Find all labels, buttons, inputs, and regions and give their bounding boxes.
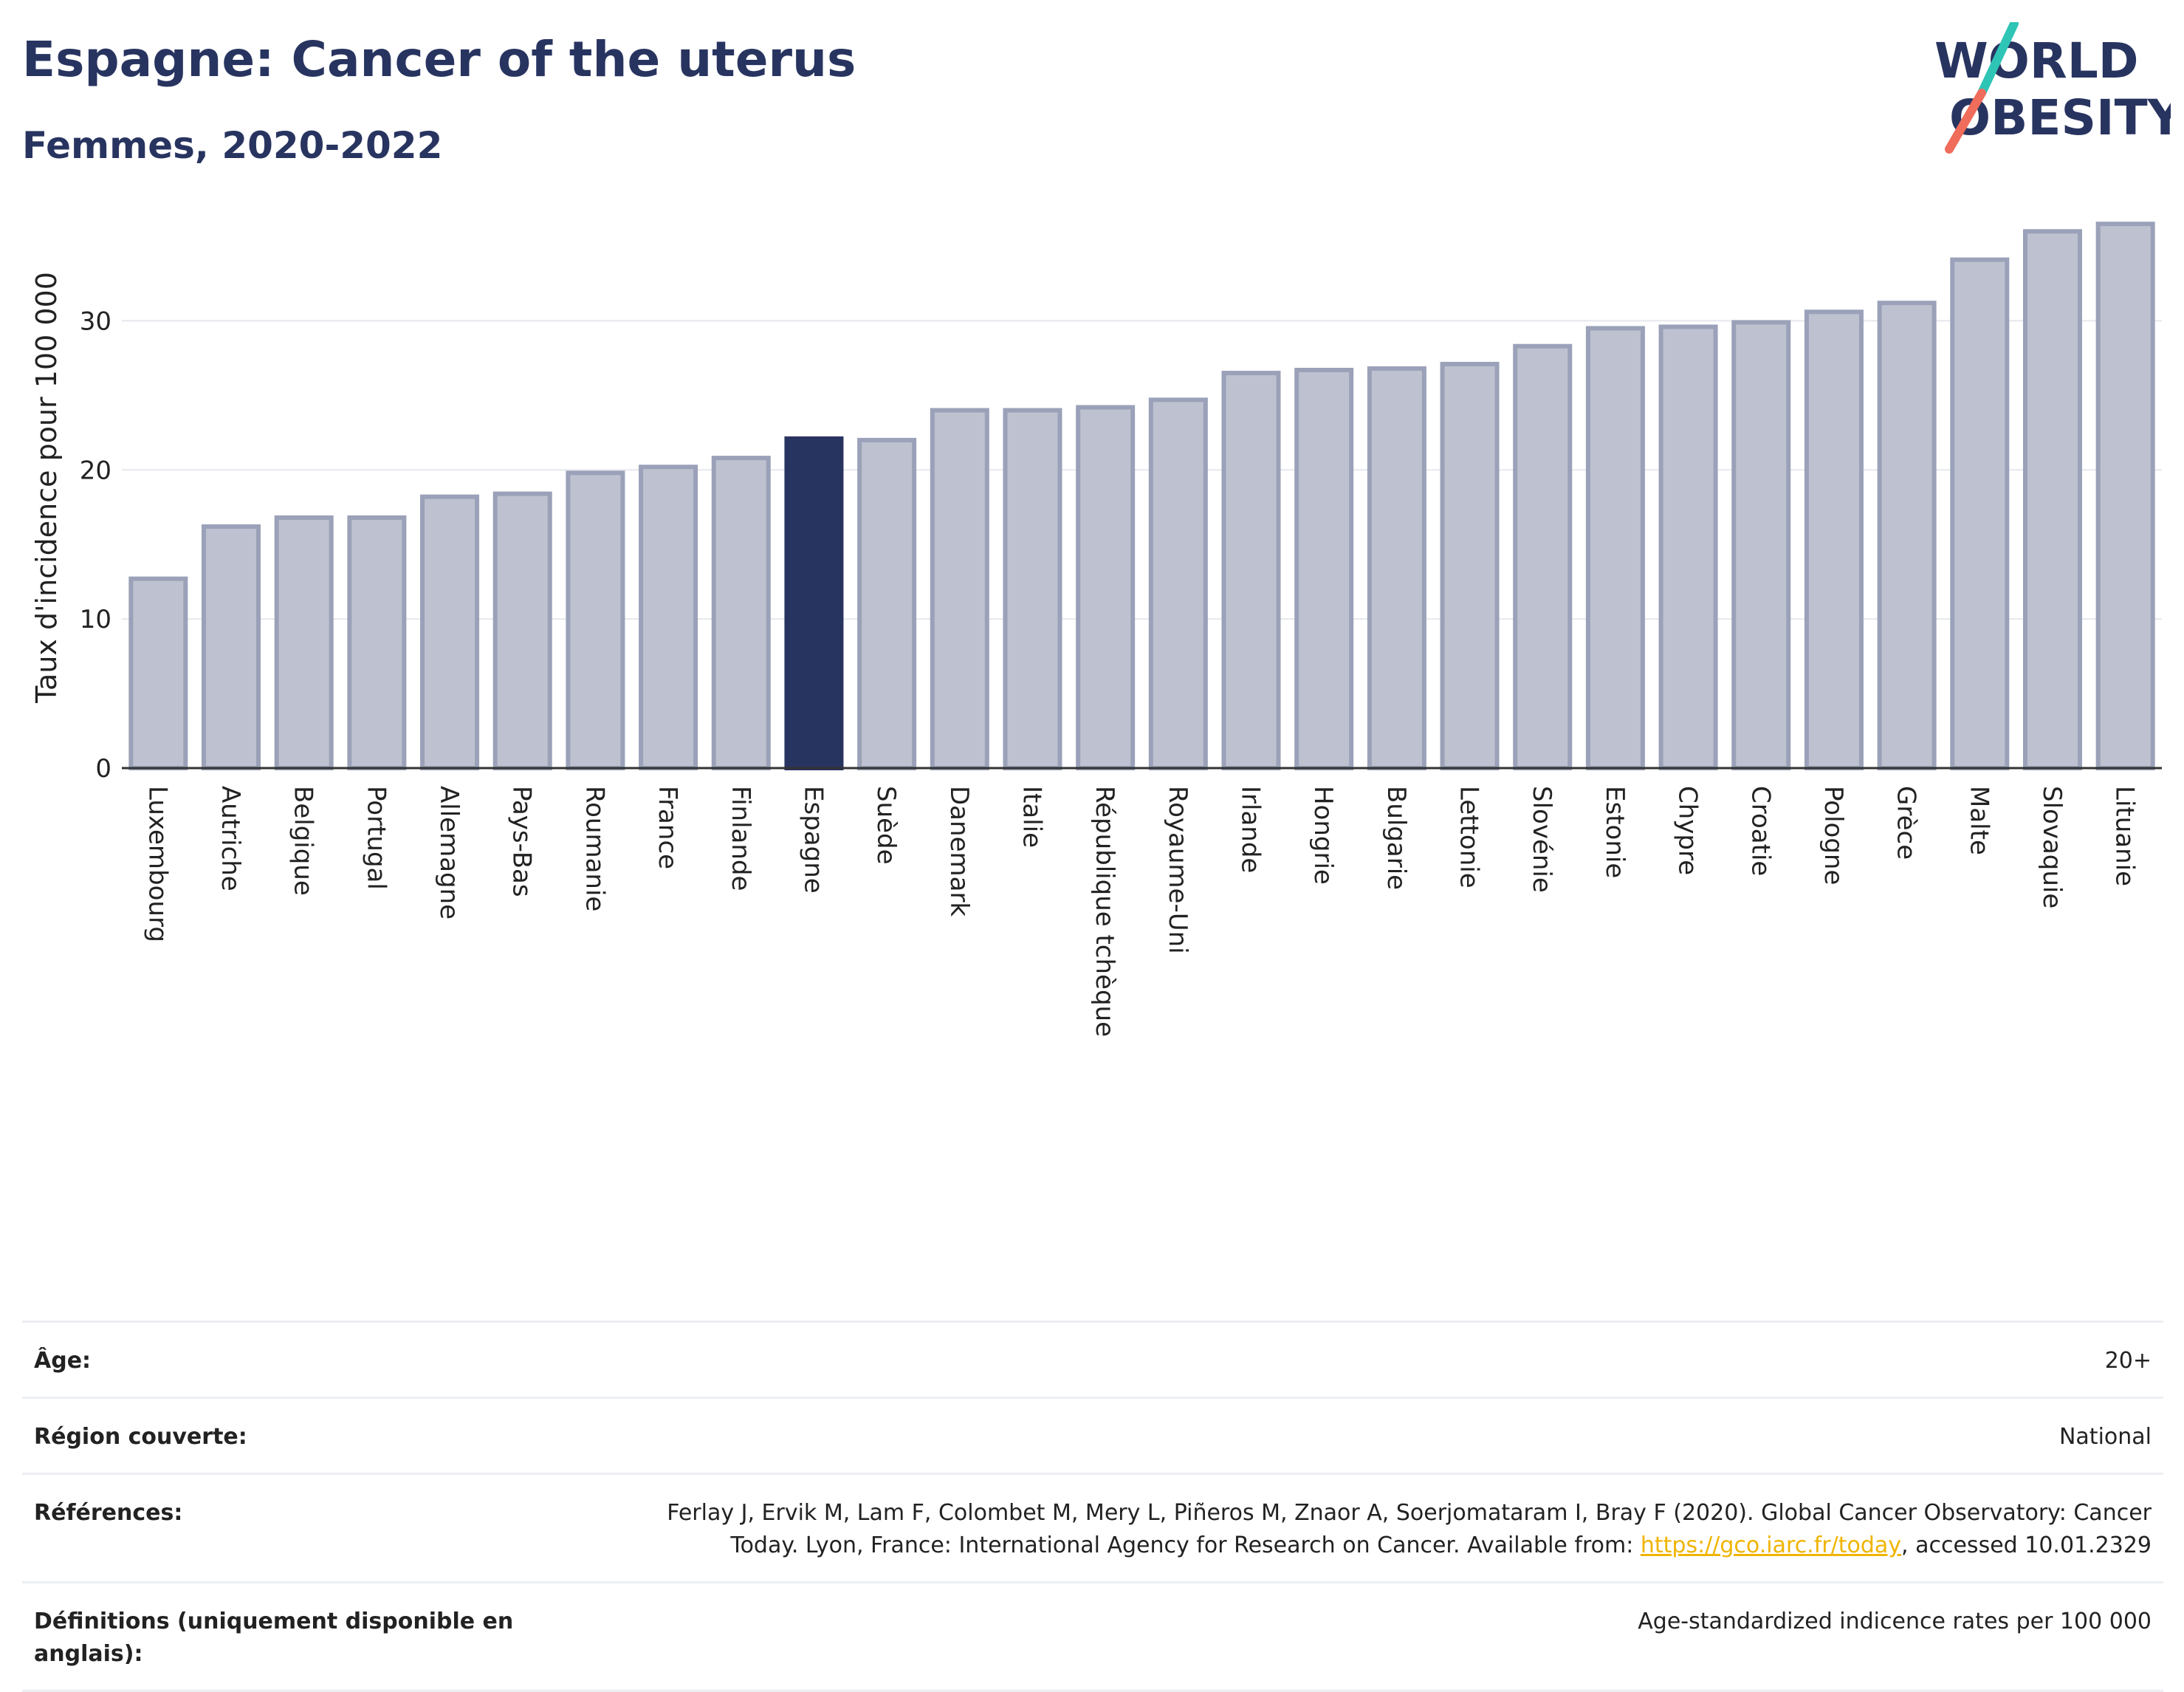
metadata-table: Âge: 20+ Région couverte: National Référ… [22,1321,2163,1692]
bar-lettonie [1440,361,1500,770]
bar-estonie [1585,326,1645,770]
y-tick-label: 10 [80,605,111,634]
bar-royaume-uni [1148,397,1208,770]
x-tick-label: Suède [871,786,901,865]
x-tick-label: Slovaquie [2037,786,2067,908]
x-tick-label: Grèce [1892,786,1921,860]
x-tick-label: Portugal [361,786,391,890]
bar-danemark [930,408,989,771]
meta-references-label: Références: [34,1500,183,1526]
x-tick-label: Roumanie [580,786,609,911]
x-tick-label: Slovénie [1527,786,1556,893]
bar-allemagne [420,494,480,770]
bar-gr-ce [1877,301,1937,770]
meta-references-value: Ferlay J, Ervik M, Lam F, Colombet M, Me… [601,1497,2152,1562]
bar-chart: 0 10 20 30 Luxembourg Autriche Belgique Portug… [30,222,2162,1037]
x-tick-label: Estonie [1600,786,1630,878]
bar-pologne [1804,309,1864,770]
meta-row-references: Références: Ferlay J, Ervik M, Lam F, Co… [22,1473,2163,1581]
x-tick-label: Pays-Bas [507,786,537,897]
y-tick-label: 30 [80,306,111,336]
world-obesity-logo: WORLD OBESITY [1934,22,2171,154]
x-tick-label: Bulgarie [1381,786,1411,890]
x-tick-label: Irlande [1236,786,1266,873]
x-tick-label: Autriche [216,786,245,891]
y-axis-ticks: 0 10 20 30 [80,306,111,784]
x-tick-label: Royaume-Uni [1163,786,1192,954]
logo-slash-top [1977,22,2019,97]
x-tick-label: Lettonie [1455,786,1484,888]
x-tick-label: Lituanie [2110,786,2140,886]
x-tick-label: Hongrie [1308,786,1338,885]
meta-row-definitions: Définitions (uniquement disponible en an… [22,1581,2163,1692]
chart-title: Espagne: Cancer of the uterus [22,31,856,88]
bar-chypre [1658,324,1718,770]
meta-definitions-value: Age-standardized indicence rates per 100… [1638,1609,2152,1634]
bar-espagne [784,436,844,771]
x-tick-label: Finlande [726,786,755,891]
bar-roumanie [566,470,625,771]
x-tick-label: Pologne [1819,786,1848,885]
bar-france [639,465,698,770]
meta-row-age: Âge: 20+ [22,1321,2163,1397]
x-tick-label: Espagne [798,786,828,894]
meta-definitions-label: Définitions (uniquement disponible en an… [34,1609,514,1667]
chart-subtitle: Femmes, 2020-2022 [22,124,443,167]
y-tick-label: 20 [80,456,111,485]
x-tick-label: Malte [1964,786,1994,855]
bars [128,222,2155,771]
bar-portugal [347,515,407,770]
bar-malte [1950,257,2010,771]
bar-autriche [202,524,261,770]
bar-lituanie [2095,222,2155,771]
bar-r-publique-tch-que [1076,405,1136,770]
logo-slash-bottom [1945,89,1986,154]
bar-italie [1003,408,1062,771]
bar-croatie [1731,320,1791,771]
bar-pays-bas [492,491,552,770]
bar-finlande [711,456,771,770]
bar-su-de [857,437,917,770]
bar-hongrie [1294,368,1354,770]
x-tick-label: Croatie [1745,786,1775,876]
bar-slovaquie [2022,229,2082,770]
references-text-2: , accessed 10.01.2329 [1901,1532,2152,1558]
meta-region-value: National [2058,1424,2152,1450]
x-tick-label: Belgique [289,786,318,896]
meta-age-label: Âge: [34,1348,92,1374]
meta-age-value: 20+ [2104,1348,2152,1374]
x-tick-label: Danemark [944,786,974,917]
references-text-1: Ferlay J, Ervik M, Lam F, Colombet M, Me… [667,1500,2152,1558]
logo-line2: OBESITY [1949,89,2171,146]
meta-region-label: Région couverte: [34,1424,247,1450]
references-link[interactable]: https://gco.iarc.fr/today [1640,1532,1902,1558]
bar-luxembourg [128,576,188,770]
y-axis-title: Taux d'incidence pour 100 000 [30,272,63,704]
x-tick-label: Allemagne [434,786,464,919]
bar-irlande [1221,371,1281,770]
logo-line1: WORLD [1934,32,2139,89]
x-tick-label: France [653,786,682,869]
bar-slov-nie [1513,343,1573,770]
bar-bulgarie [1367,366,1426,771]
x-tick-label: Luxembourg [142,786,172,942]
x-tick-label: Italie [1017,786,1046,848]
x-tick-label: République tchèque [1090,786,1119,1037]
bar-belgique [274,515,334,770]
x-axis-ticks: Luxembourg Autriche Belgique Portugal Allema… [142,786,2139,1037]
x-tick-label: Chypre [1673,786,1703,875]
meta-row-region: Région couverte: National [22,1397,2163,1473]
y-tick-label: 0 [95,754,111,784]
